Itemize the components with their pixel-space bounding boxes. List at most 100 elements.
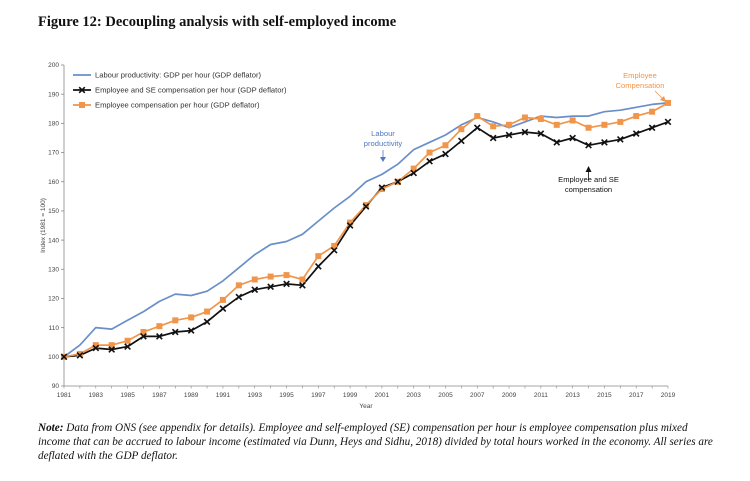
series-1-point xyxy=(299,281,306,289)
series-1-point xyxy=(362,203,370,210)
annotation-employee-comp-line1: Employee xyxy=(623,71,657,80)
line-chart: 90 100 110 120 130 140 150 160 170 180 190 200 1981 1… xyxy=(40,62,676,410)
x-tick-label: 2003 xyxy=(406,392,421,399)
series-2-point xyxy=(633,113,640,120)
series-2-point xyxy=(601,121,608,128)
series-1-line xyxy=(63,121,669,358)
series-2-point xyxy=(537,115,544,122)
series-1-point xyxy=(505,131,513,139)
series-2-point xyxy=(188,314,195,321)
series-1-point xyxy=(156,333,163,340)
series-2-point xyxy=(92,342,99,349)
figure-note: Note: Data from ONS (see appendix for de… xyxy=(38,421,718,463)
y-tick-label: 130 xyxy=(48,266,59,273)
x-tick-label: 2011 xyxy=(534,392,548,399)
series-2-point xyxy=(251,276,258,283)
x-tick-label: 1995 xyxy=(279,392,294,399)
series-1-point xyxy=(394,178,402,186)
legend-label-1: Employee and SE compensation per hour (G… xyxy=(95,86,287,95)
series-1-point xyxy=(108,346,116,353)
series-2-point xyxy=(124,337,131,344)
series-0-line xyxy=(63,102,669,358)
x-tick-label: 2001 xyxy=(375,392,390,399)
series-1-point xyxy=(187,327,195,334)
y-tick-label: 140 xyxy=(48,237,59,244)
series-1-point xyxy=(140,333,147,340)
series-2-point xyxy=(315,253,322,260)
series-2-point xyxy=(235,282,242,289)
annotation-labour-productivity-line1: Labour xyxy=(371,129,395,138)
series-2-point xyxy=(299,276,306,283)
y-tick-label: 110 xyxy=(49,325,60,332)
series-2-point xyxy=(204,308,211,315)
annotation-employee-comp-arrowhead xyxy=(660,96,666,102)
series-1-point xyxy=(283,280,290,288)
x-tick-label: 2017 xyxy=(629,392,644,399)
series-2-point xyxy=(378,186,385,193)
series-1-point xyxy=(426,157,433,165)
series-2-point xyxy=(172,317,179,324)
y-tick-label: 190 xyxy=(48,91,59,98)
series-1-point xyxy=(76,351,84,359)
series-1-point xyxy=(648,124,656,132)
series-1-point xyxy=(410,169,418,177)
series-1-point xyxy=(378,184,386,191)
annotation-labour-arrowhead xyxy=(380,157,386,162)
series-1-point xyxy=(219,305,227,313)
series-2-point xyxy=(363,202,369,209)
series-1-point xyxy=(171,328,179,336)
series-1-point xyxy=(664,118,672,126)
series-1-point xyxy=(473,124,481,132)
legend-marker-1 xyxy=(78,86,86,94)
series-2-point xyxy=(108,342,115,349)
x-tick-label: 2015 xyxy=(597,392,612,399)
series-2-point xyxy=(506,121,513,128)
series-1-point xyxy=(442,150,449,158)
legend-marker-2 xyxy=(79,102,85,108)
series-2-point xyxy=(76,350,83,357)
x-tick-label: 1997 xyxy=(311,392,326,399)
series-1-point xyxy=(601,138,608,146)
series-2-point xyxy=(474,113,481,120)
series-1-point xyxy=(330,246,338,254)
series-1-point xyxy=(235,293,243,301)
series-2-point xyxy=(283,272,290,279)
series-1-point xyxy=(537,130,545,137)
y-tick-label: 100 xyxy=(48,354,59,361)
y-axis-label: Index (1981 = 100) xyxy=(40,198,47,253)
series-1-point xyxy=(553,138,561,146)
series-2-point xyxy=(156,323,163,330)
series-1-point xyxy=(251,286,259,294)
x-tick-label: 2019 xyxy=(661,392,676,399)
x-tick-label: 1987 xyxy=(152,392,167,399)
series-2-point xyxy=(649,108,656,115)
series-2-point xyxy=(442,142,449,149)
note-text: Data from ONS (see appendix for details)… xyxy=(38,422,713,462)
series-1-point xyxy=(124,343,131,350)
series-1-point xyxy=(346,222,354,229)
series-2-point xyxy=(585,124,592,131)
x-tick-label: 2013 xyxy=(565,392,580,399)
y-tick-label: 180 xyxy=(48,121,59,128)
x-tick-label: 1999 xyxy=(343,392,358,399)
series-2-point xyxy=(267,273,274,280)
x-tick-label: 1983 xyxy=(89,392,104,399)
series-2-point xyxy=(410,165,417,172)
y-tick-label: 160 xyxy=(48,179,59,186)
x-axis-label: Year xyxy=(359,403,373,410)
series-2-point xyxy=(458,126,465,133)
series-1-point xyxy=(92,344,100,352)
series-1-point xyxy=(489,134,497,142)
series-1-point xyxy=(569,134,576,142)
figure-title: Figure 12: Decoupling analysis with self… xyxy=(38,14,397,30)
series-2-point xyxy=(617,118,624,125)
x-tick-label: 2005 xyxy=(438,392,453,399)
annotation-labour-productivity-line2: productivity xyxy=(364,139,403,148)
series-1-point xyxy=(585,141,592,149)
series-1-point xyxy=(521,128,529,136)
y-tick-label: 170 xyxy=(48,150,59,157)
legend-label-2: Employee compensation per hour (GDP defl… xyxy=(95,101,260,110)
legend-label-0: Labour productivity: GDP per hour (GDP d… xyxy=(95,71,261,80)
series-2-point xyxy=(331,242,338,249)
series-1-point xyxy=(458,137,465,145)
